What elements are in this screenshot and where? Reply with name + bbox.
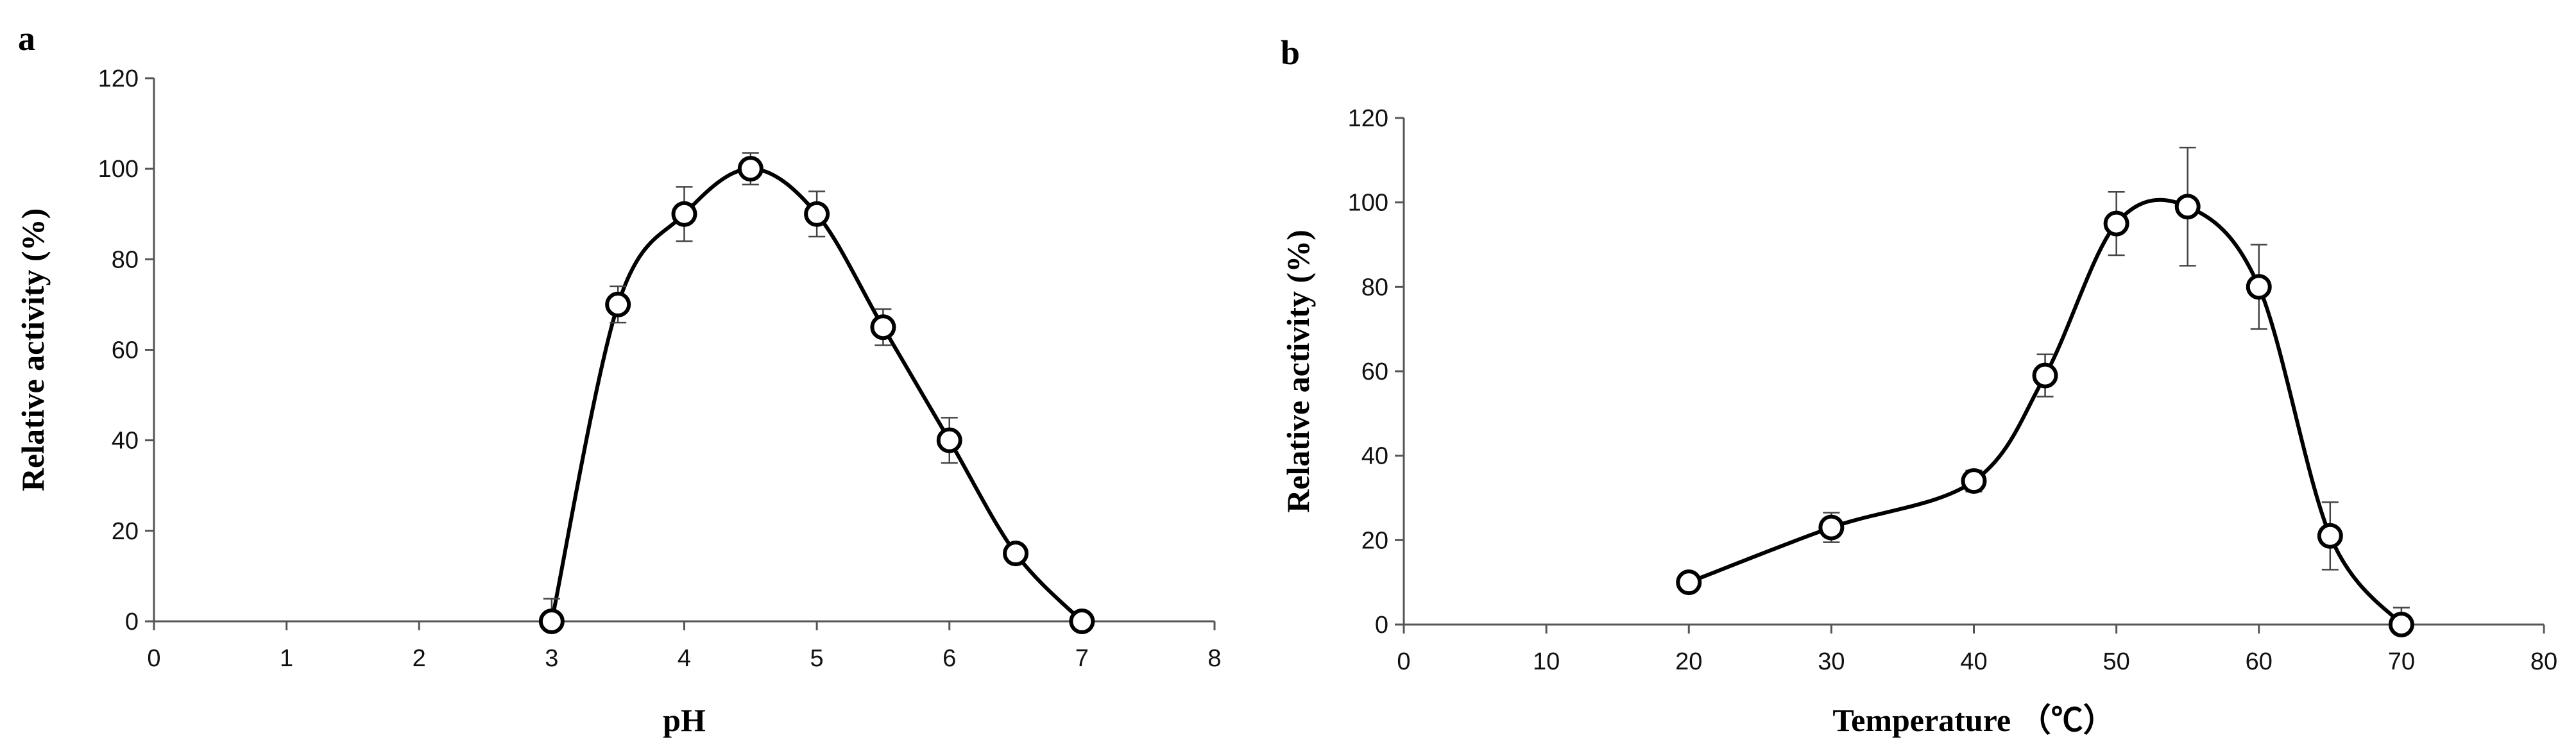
x-tick-label: 1 <box>280 645 293 672</box>
x-tick-label: 4 <box>678 645 691 672</box>
x-tick-label: 70 <box>2388 648 2415 675</box>
x-axis-title: Temperature （℃） <box>1832 702 2115 738</box>
x-tick-label: 7 <box>1075 645 1089 672</box>
x-tick-label: 0 <box>147 645 160 672</box>
y-tick-label: 40 <box>112 428 139 455</box>
x-tick-label: 50 <box>2103 648 2129 675</box>
y-tick-label: 80 <box>1361 274 1388 301</box>
x-axis-title: pH <box>663 702 706 738</box>
data-point <box>936 427 962 453</box>
data-point <box>870 314 896 340</box>
x-tick-label: 20 <box>1675 648 1702 675</box>
x-tick-label: 5 <box>810 645 824 672</box>
data-point <box>2032 362 2058 389</box>
data-point <box>2388 612 2414 637</box>
y-tick-label: 60 <box>1361 358 1388 385</box>
y-tick-label: 120 <box>98 65 139 92</box>
x-tick-label: 2 <box>413 645 426 672</box>
panel-label: b <box>1281 33 1300 72</box>
data-point <box>1676 569 1702 596</box>
x-tick-label: 3 <box>545 645 558 672</box>
data-point <box>671 201 697 227</box>
y-tick-label: 20 <box>112 518 139 545</box>
x-tick-label: 6 <box>943 645 956 672</box>
x-tick-label: 8 <box>1207 645 1221 672</box>
data-point <box>1818 514 1845 541</box>
data-point <box>2174 194 2201 220</box>
y-tick-label: 100 <box>1348 190 1388 217</box>
y-tick-label: 100 <box>98 156 139 183</box>
data-point <box>2103 210 2129 237</box>
data-point <box>2246 274 2272 300</box>
x-tick-label: 40 <box>1960 648 1987 675</box>
data-point <box>804 201 830 227</box>
x-tick-label: 80 <box>2530 648 2557 675</box>
y-axis-title: Relative activity (%) <box>1280 230 1316 513</box>
y-tick-label: 40 <box>1361 443 1388 470</box>
x-tick-label: 30 <box>1818 648 1845 675</box>
data-point <box>1069 609 1095 634</box>
y-tick-label: 0 <box>1375 612 1388 639</box>
data-point <box>2317 523 2343 549</box>
chart-panel-a: a 0 20 40 60 80 100 120 0 1 2 3 4 5 6 7 8 pH Relative acti… <box>15 19 1222 738</box>
data-point <box>1961 468 1987 494</box>
x-tick-label: 0 <box>1397 648 1410 675</box>
y-tick-label: 0 <box>125 609 139 635</box>
data-point <box>605 291 631 317</box>
x-tick-label: 60 <box>2246 648 2273 675</box>
data-point <box>538 609 565 634</box>
y-axis-title: Relative activity (%) <box>15 208 51 492</box>
series-line <box>1688 197 2403 626</box>
data-point <box>1003 541 1029 567</box>
panel-label: a <box>18 19 35 58</box>
y-tick-label: 60 <box>112 337 139 364</box>
x-tick-label: 10 <box>1533 648 1560 675</box>
y-tick-label: 20 <box>1361 527 1388 554</box>
data-point <box>737 156 763 182</box>
y-tick-label: 120 <box>1348 105 1388 132</box>
chart-panel-b: b 0 20 40 60 80 100 120 0 10 20 30 40 50 60 70 80 Tempera… <box>1280 33 2557 738</box>
y-tick-label: 80 <box>112 246 139 273</box>
